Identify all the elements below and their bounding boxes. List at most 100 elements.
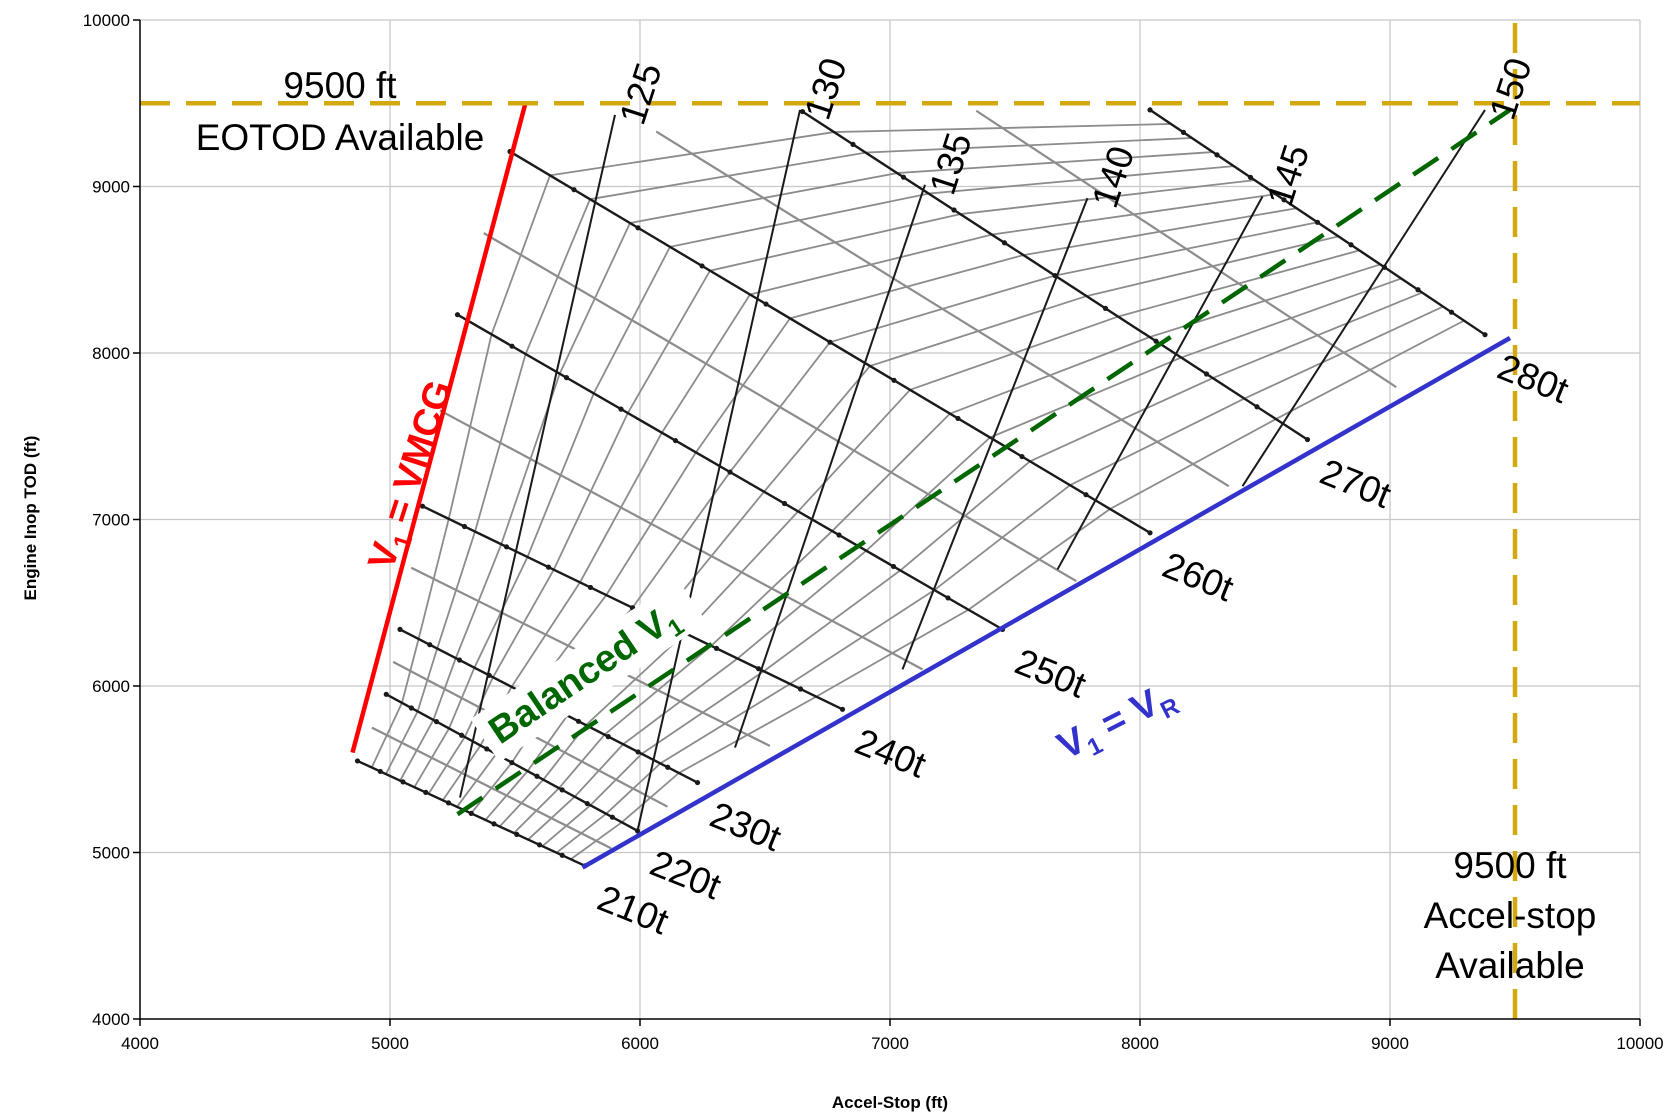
x-tick-label: 8000 — [1121, 1034, 1159, 1053]
weight-line-point — [559, 852, 565, 858]
gridlines — [140, 19, 1641, 1019]
mesh-cross-segment — [695, 317, 791, 453]
weight-line-point — [587, 584, 594, 591]
mesh-cross-segment — [928, 165, 1234, 195]
weight-line-point — [665, 764, 671, 770]
weight-line-point — [1153, 338, 1159, 344]
speed-line-140 — [901, 197, 1089, 670]
weight-line-point — [419, 503, 426, 509]
mesh-cross-segment — [463, 676, 494, 738]
y-tick-label: 6000 — [92, 677, 130, 696]
weight-line-point — [377, 768, 383, 775]
mesh-cross-segment — [427, 736, 466, 795]
weight-line-point — [563, 375, 570, 381]
weight-line-point — [454, 312, 461, 318]
mesh-cross-segment — [570, 821, 623, 860]
weight-line-point — [509, 759, 515, 766]
mesh-cross-segment — [524, 198, 591, 355]
weight-line-point — [955, 415, 961, 422]
weight-line-point — [1147, 107, 1153, 113]
mesh-cross-segment — [1117, 249, 1360, 318]
weight-line-point — [400, 779, 406, 785]
weight-line-point — [1083, 492, 1089, 498]
weight-line-point — [836, 532, 842, 538]
weight-line-point — [584, 800, 590, 807]
mesh-cross-segment — [865, 137, 1192, 154]
weight-line-point — [635, 225, 641, 231]
weight-line-point — [1180, 129, 1187, 135]
weight-line-point — [408, 705, 414, 711]
mesh-cross-segment — [967, 508, 1111, 611]
mesh-cross-segment — [552, 412, 629, 571]
mesh-cross-segment — [627, 270, 711, 414]
mesh-cross-segment — [492, 569, 555, 678]
weight-line-point — [559, 787, 565, 793]
mesh-cross-segment — [448, 667, 476, 729]
mesh-cross-segment — [456, 753, 497, 808]
weight-line-point — [951, 207, 957, 213]
y-tick-label: 4000 — [92, 1010, 130, 1029]
mesh-cross-segment — [797, 389, 911, 512]
weight-line-point — [755, 666, 762, 672]
mesh-cross-segment — [669, 192, 929, 248]
mesh-cross-segment — [869, 295, 1087, 367]
weight-line-point — [713, 645, 720, 651]
mesh-cross-segment — [526, 393, 595, 558]
y-tick-label: 10000 — [83, 11, 130, 30]
mesh-cross-segment — [865, 436, 991, 552]
mesh-cross-segment — [641, 670, 765, 755]
weight-line-point — [459, 732, 465, 738]
x-axis-title: Accel-Stop (ft) — [832, 1093, 948, 1112]
mesh-cross-segment — [470, 762, 513, 814]
mesh-cross-segment — [447, 334, 493, 520]
mesh-cross-segment — [589, 753, 643, 806]
mesh-cross-segment — [829, 274, 1056, 344]
weight-line-point — [850, 141, 856, 147]
mesh-cross-segment — [413, 727, 450, 788]
weight-line-point — [1304, 436, 1311, 443]
mesh-cross-segment — [789, 254, 1024, 320]
mesh-cross-segment — [589, 151, 866, 201]
eotod-value-label: 9500 ft — [283, 65, 397, 106]
weight-line-point — [945, 595, 951, 601]
weight-line-point — [383, 691, 389, 697]
mesh-cross-segment — [909, 315, 1119, 391]
mesh-cross-segment — [370, 702, 403, 768]
accel-stop-available-label: Available — [1435, 945, 1584, 986]
mesh-cross-segment — [678, 695, 817, 774]
x-tick-label: 9000 — [1371, 1034, 1409, 1053]
weight-line-point — [354, 758, 361, 764]
weight-line-point — [433, 719, 440, 725]
mesh-cross-segment — [989, 356, 1182, 439]
mesh-cross-segment — [621, 772, 680, 824]
weight-line-point — [1247, 174, 1254, 180]
weight-line-point — [763, 301, 769, 307]
mesh-cross-segment — [897, 151, 1213, 174]
x-tick-label: 6000 — [621, 1034, 659, 1053]
mesh-cross-segment — [579, 432, 663, 583]
weight-line-point — [514, 831, 520, 837]
mesh-cross-segment — [1180, 277, 1402, 359]
speed-line-135 — [734, 184, 926, 748]
weight-line-point — [1281, 197, 1287, 203]
speed-line-145 — [1056, 196, 1264, 570]
weight-line-point — [1314, 219, 1321, 225]
weight-line-point — [1214, 152, 1220, 158]
speed-line-125 — [459, 114, 616, 798]
weight-line-point — [605, 734, 611, 740]
mesh-cross-segment — [1086, 235, 1339, 297]
balanced-label-backing — [470, 579, 707, 763]
weight-line-point — [799, 108, 806, 115]
mesh-cross-segment — [499, 779, 544, 828]
mesh-cross-segment — [1243, 305, 1444, 400]
weight-line-point — [609, 814, 615, 820]
y-tick-label: 8000 — [92, 344, 130, 363]
accel-stop-value-label: 9500 ft — [1453, 845, 1567, 886]
y-axis-title: Engine Inop TOD (ft) — [21, 436, 40, 601]
weight-line-point — [1448, 309, 1455, 315]
mesh-cross-segment — [592, 246, 671, 394]
weight-line-point — [445, 800, 452, 806]
weight-line-point — [1348, 242, 1354, 248]
weight-line-point — [891, 377, 897, 383]
